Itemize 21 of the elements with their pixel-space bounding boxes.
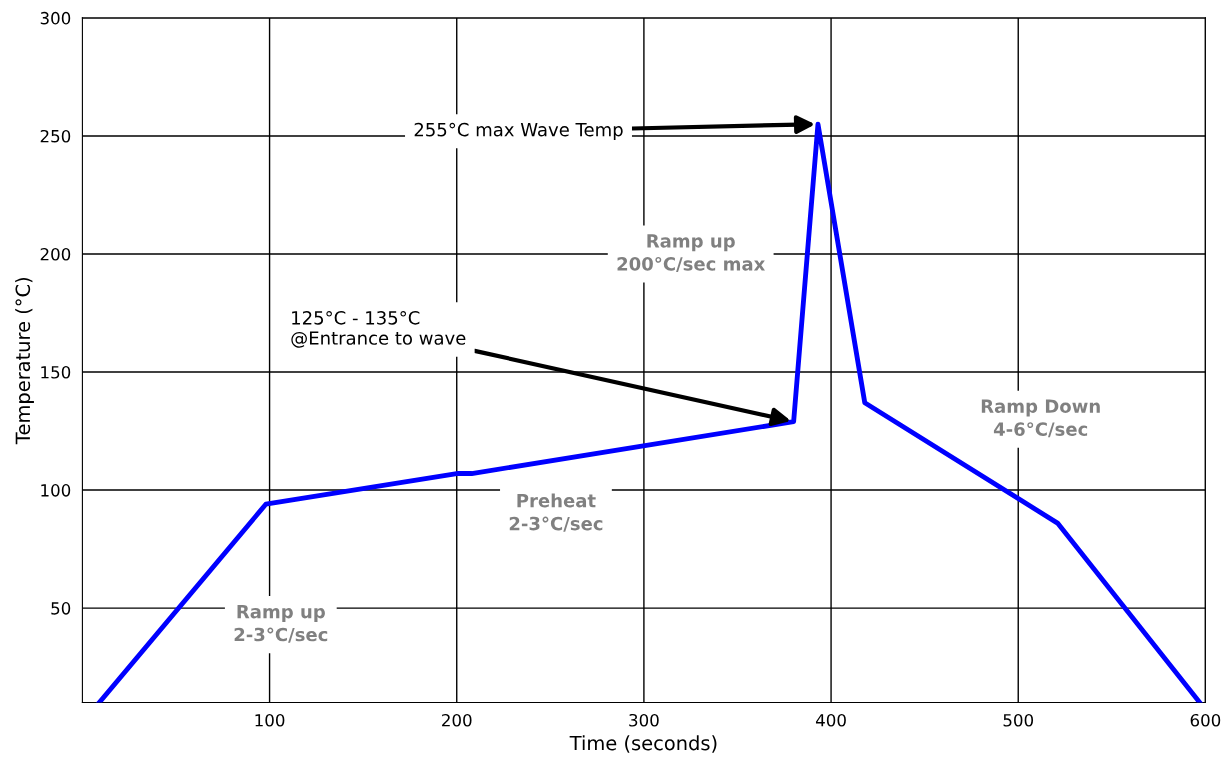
annotation: Preheat 2-3°C/sec: [509, 493, 603, 532]
x-tick-label: 300: [629, 713, 659, 727]
annotation: 255°C max Wave Temp: [414, 122, 623, 140]
y-tick-label: 300: [40, 11, 71, 25]
annotation: 125°C - 135°C @Entrance to wave: [291, 311, 466, 348]
y-tick-label: 100: [41, 484, 71, 497]
annotation: Ramp Down 4-6°C/sec: [981, 399, 1100, 438]
y-tick-label: 50: [51, 602, 71, 615]
y-tick-label: 250: [40, 129, 71, 143]
annotation: Ramp up 2-3°C/sec: [234, 604, 328, 643]
x-tick-label: 100: [255, 713, 285, 727]
x-tick-label: 600: [1190, 713, 1221, 727]
y-tick-label: 200: [40, 247, 71, 261]
annotation: Ramp up 200°C/sec max: [617, 234, 766, 273]
line-series: [96, 121, 1203, 703]
x-tick-label: 400: [815, 713, 846, 727]
x-tick-label: 500: [1003, 713, 1034, 727]
x-tick-label: 200: [442, 713, 472, 727]
x-axis-title: Time (seconds): [569, 735, 717, 753]
y-tick-label: 150: [41, 365, 71, 379]
y-axis-title: Temperature (°C): [15, 277, 34, 445]
